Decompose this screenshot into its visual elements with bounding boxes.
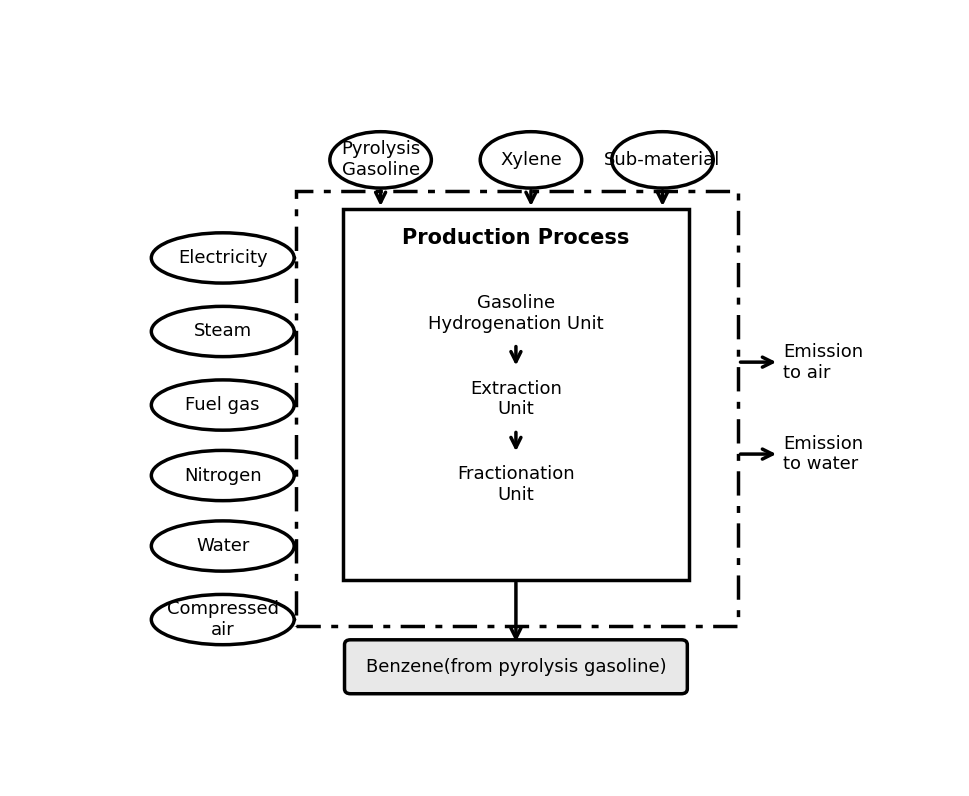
Text: Compressed
air: Compressed air (167, 600, 278, 639)
Ellipse shape (151, 306, 294, 357)
Ellipse shape (329, 131, 431, 188)
Text: Steam: Steam (194, 322, 252, 341)
Ellipse shape (611, 131, 712, 188)
Text: Fractionation
Unit: Fractionation Unit (456, 466, 575, 504)
Ellipse shape (151, 232, 294, 283)
Text: Sub-material: Sub-material (604, 151, 720, 169)
Text: Fuel gas: Fuel gas (185, 396, 260, 414)
FancyBboxPatch shape (343, 209, 688, 579)
Text: Electricity: Electricity (177, 249, 267, 267)
Text: Nitrogen: Nitrogen (184, 466, 262, 485)
Ellipse shape (480, 131, 581, 188)
Ellipse shape (151, 521, 294, 572)
Text: Water: Water (196, 537, 249, 555)
Text: Xylene: Xylene (500, 151, 561, 169)
Text: Gasoline
Hydrogenation Unit: Gasoline Hydrogenation Unit (427, 294, 603, 333)
Ellipse shape (151, 451, 294, 501)
Ellipse shape (151, 595, 294, 645)
Text: Emission
to air: Emission to air (782, 343, 862, 381)
Text: Benzene(from pyrolysis gasoline): Benzene(from pyrolysis gasoline) (365, 657, 666, 676)
Text: Extraction
Unit: Extraction Unit (470, 380, 561, 419)
Text: Pyrolysis
Gasoline: Pyrolysis Gasoline (341, 140, 420, 179)
FancyBboxPatch shape (344, 640, 687, 694)
Text: Production Process: Production Process (402, 228, 629, 248)
Text: Emission
to water: Emission to water (782, 435, 862, 474)
Ellipse shape (151, 380, 294, 430)
